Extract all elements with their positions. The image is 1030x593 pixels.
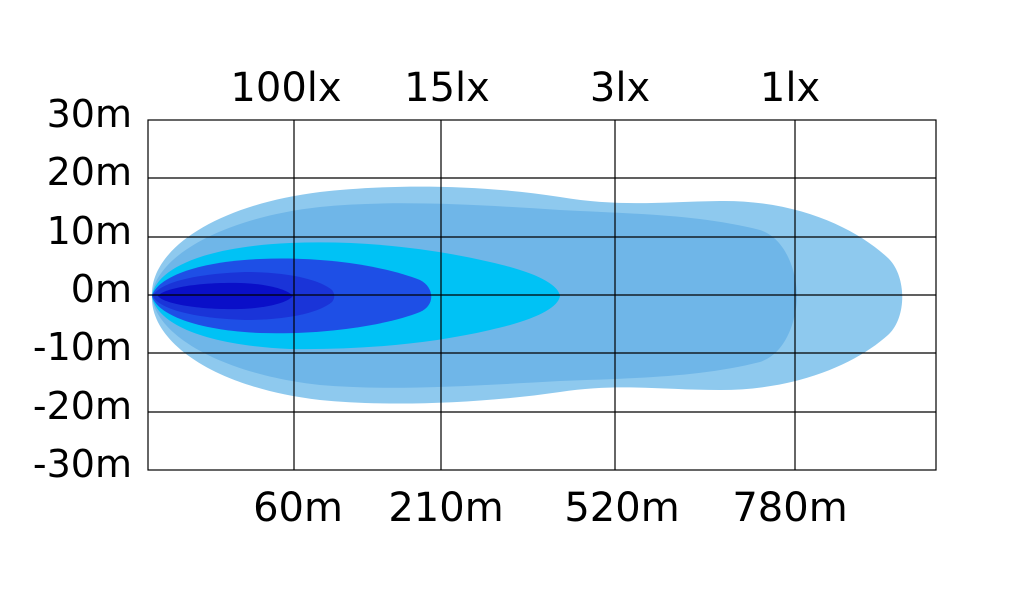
lux-label-100lx: 100lx (230, 65, 341, 111)
lux-label-15lx: 15lx (404, 65, 490, 111)
x-tick-label-210m: 210m (388, 485, 503, 531)
y-tick-label: 30m (47, 92, 132, 136)
x-axis-labels: 60m 210m 520m 780m (253, 485, 848, 531)
y-axis-labels: 30m 20m 10m 0m -10m -20m -30m (33, 92, 132, 486)
grid (147, 119, 937, 471)
lux-label-1lx: 1lx (760, 65, 820, 111)
x-tick-label-60m: 60m (253, 485, 343, 531)
y-tick-label: 20m (47, 150, 132, 194)
y-tick-label: -20m (33, 384, 132, 428)
lux-label-3lx: 3lx (590, 65, 650, 111)
y-tick-label: -10m (33, 325, 132, 369)
y-tick-label: 0m (71, 267, 132, 311)
lux-labels: 100lx 15lx 3lx 1lx (230, 65, 820, 111)
x-tick-label-520m: 520m (564, 485, 679, 531)
x-tick-label-780m: 780m (732, 485, 847, 531)
y-tick-label: -30m (33, 442, 132, 486)
beam-zone-peak (158, 282, 293, 310)
beam-zones (151, 186, 903, 404)
y-tick-label: 10m (47, 209, 132, 253)
